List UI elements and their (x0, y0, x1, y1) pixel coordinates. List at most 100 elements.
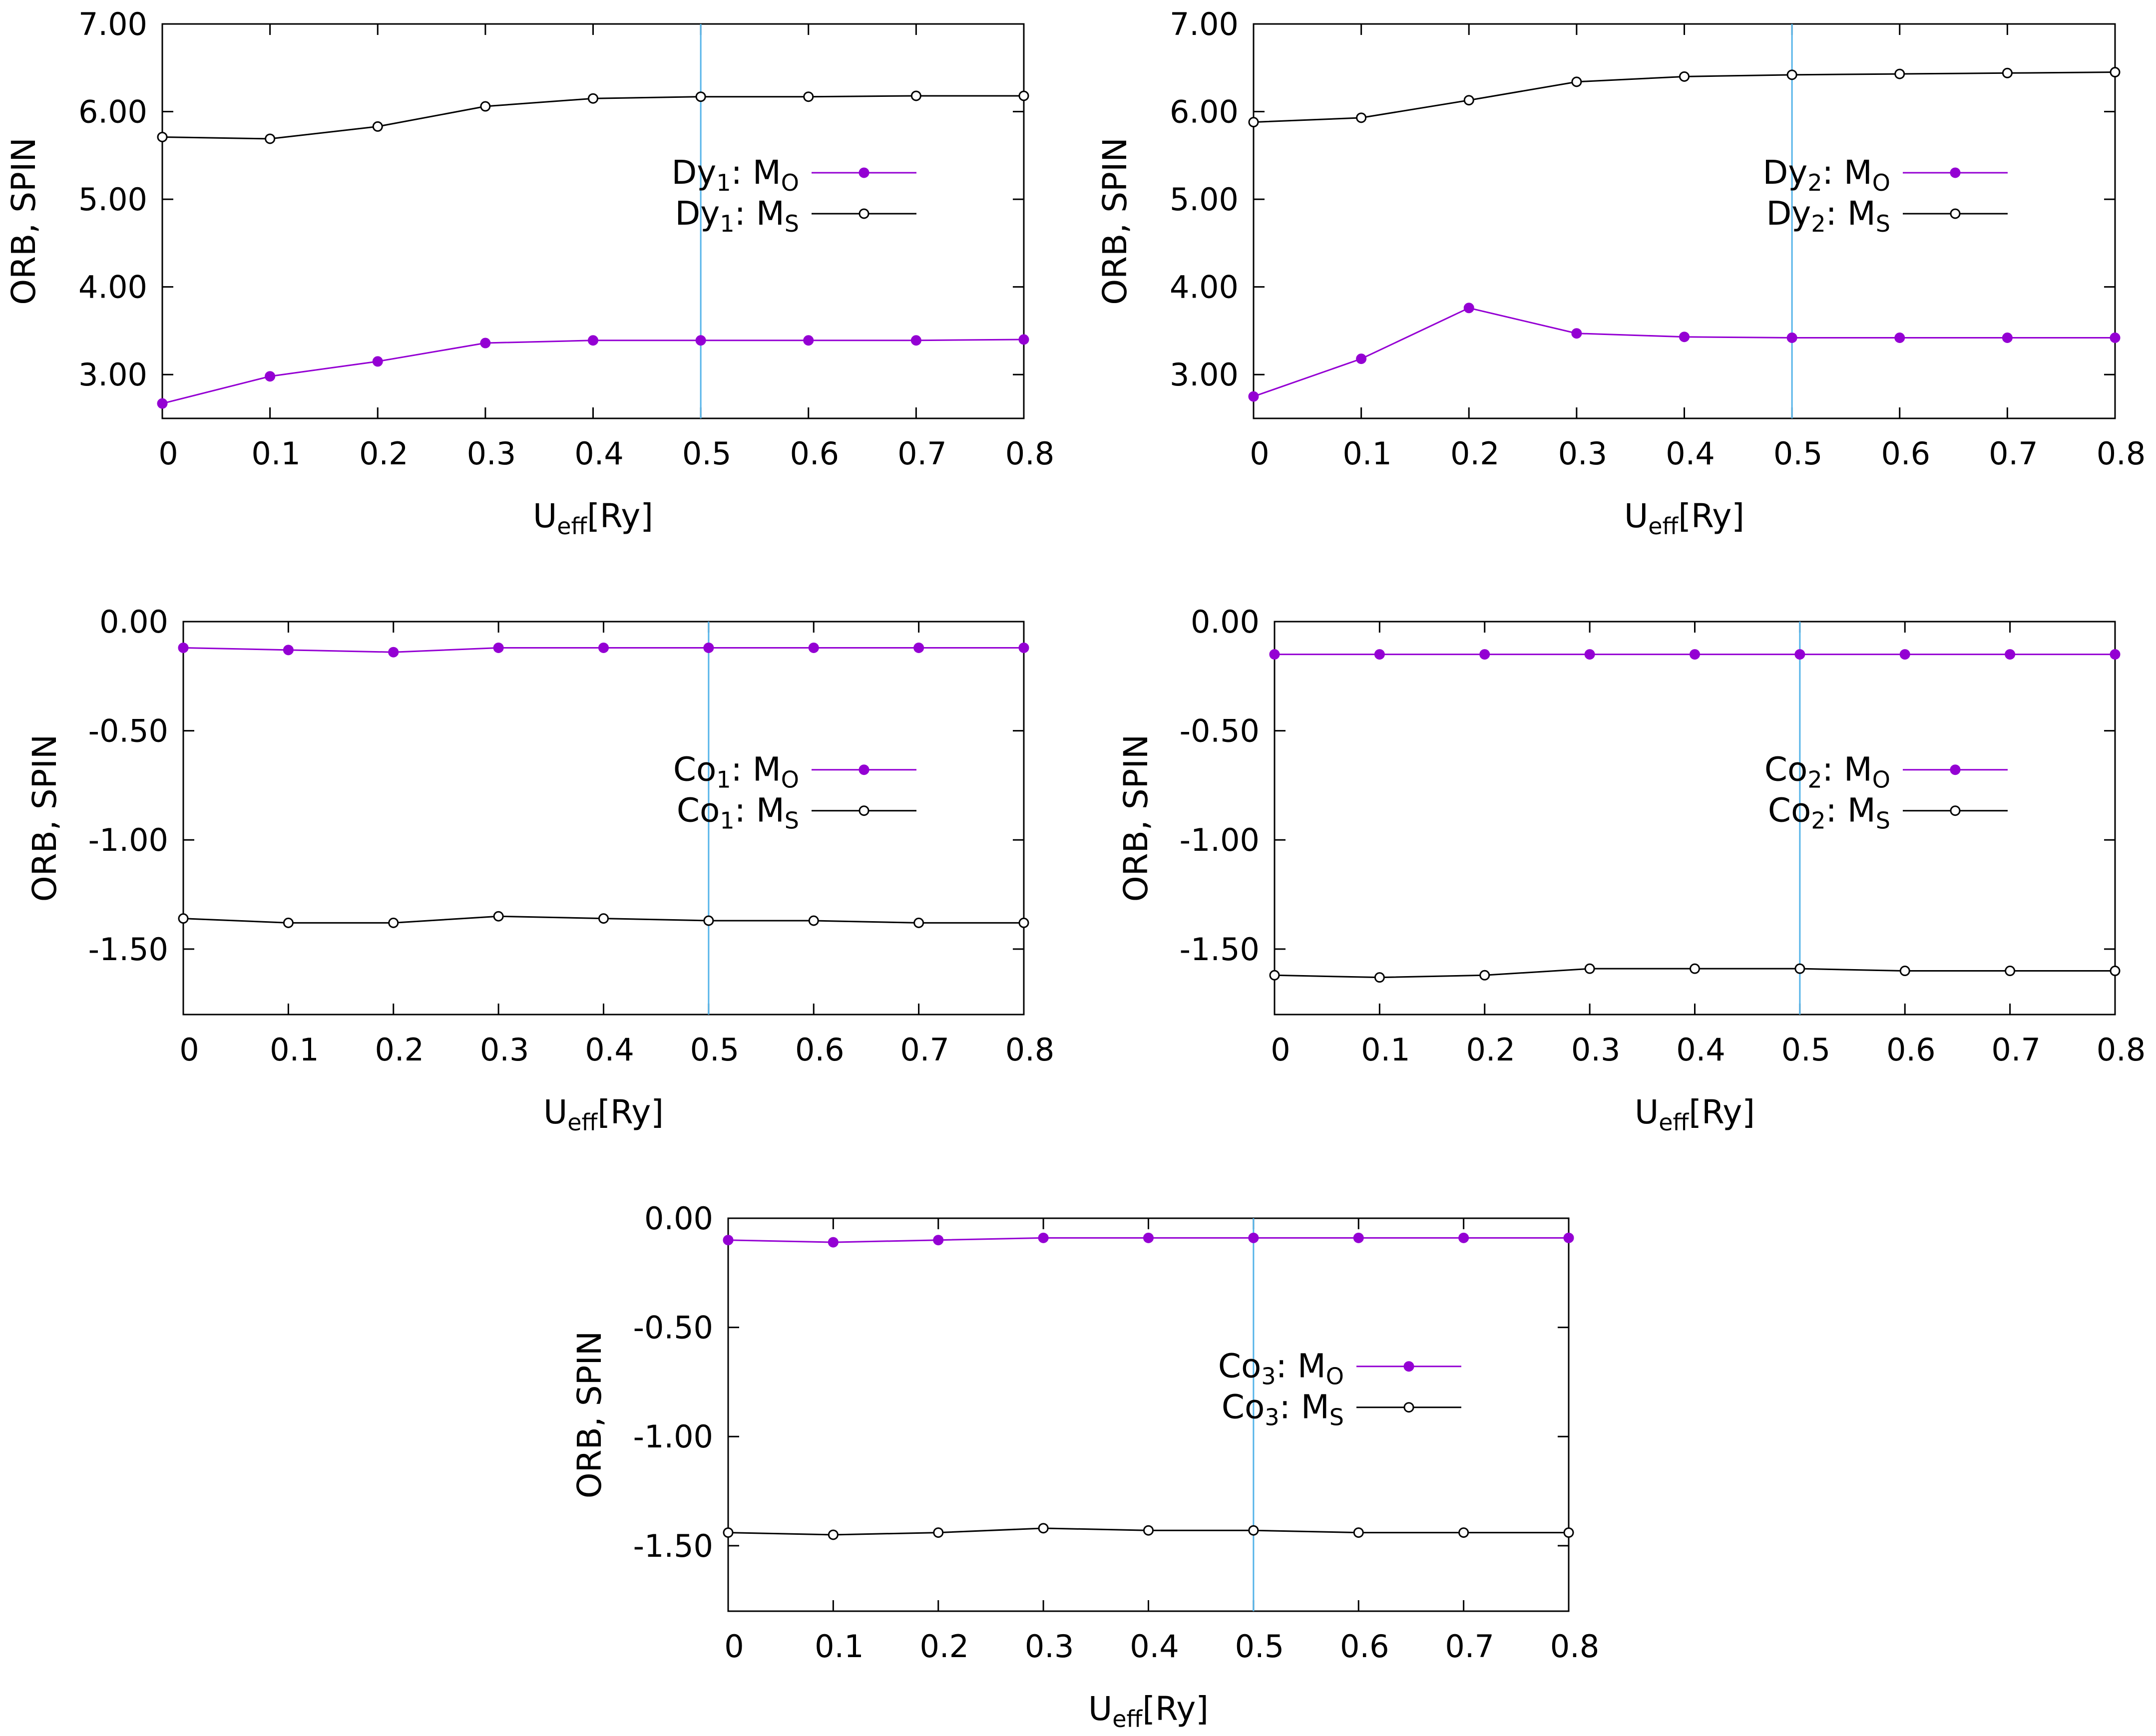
x-axis-label-subscript: eff (1112, 1706, 1143, 1733)
legend-marker (1403, 1402, 1414, 1413)
x-tick-label: 0.7 (900, 1032, 949, 1068)
x-tick-label: 0.6 (790, 435, 839, 472)
x-tick-label: 0.4 (1676, 1032, 1725, 1068)
y-axis-label: ORB, SPIN (4, 137, 43, 305)
x-tick-label: 0 (724, 1628, 744, 1665)
data-point-orbital (178, 642, 189, 653)
x-tick-label: 0.5 (1773, 435, 1823, 472)
legend-label-element: Co (1218, 1347, 1261, 1386)
x-tick-label: 0.6 (1886, 1032, 1936, 1068)
data-point-orbital (1690, 649, 1700, 660)
data-point-orbital (598, 642, 609, 653)
legend-label-site-index: 1 (720, 807, 734, 834)
legend-label-site-index: 3 (1261, 1363, 1276, 1390)
data-point-orbital (1248, 1232, 1259, 1243)
data-point-spin (1563, 1527, 1574, 1538)
data-point-spin (1458, 1527, 1469, 1538)
x-tick-label: 0.6 (1881, 435, 1930, 472)
legend-label-element: Dy (1766, 194, 1811, 233)
x-tick-label: 0.4 (574, 435, 624, 472)
legend-label-site-index: 2 (1807, 169, 1822, 196)
legend-label: Dy2: MS (1766, 194, 1890, 237)
legend-label-element: Co (673, 750, 716, 789)
data-point-spin (388, 917, 399, 928)
x-axis-label-units: [Ry] (587, 497, 653, 535)
data-point-orbital (803, 335, 814, 346)
data-point-spin (695, 91, 706, 102)
data-point-orbital (1038, 1232, 1049, 1243)
x-axis-label-main: U (533, 497, 557, 535)
data-point-spin (1463, 95, 1474, 106)
x-tick-label: 0 (1271, 1032, 1290, 1068)
data-point-spin (1248, 1525, 1259, 1536)
x-tick-label: 0.6 (1340, 1628, 1389, 1665)
data-point-orbital (808, 642, 819, 653)
y-tick-label: -1.50 (1180, 931, 1260, 968)
data-point-orbital (703, 642, 714, 653)
x-tick-label: 0.8 (2097, 1032, 2146, 1068)
chart-panel-co3: -1.50 -1.00 -0.50 0.00 0 0.1 0.2 0.3 0.4 0.5 0.6 0.… (570, 1200, 1599, 1733)
x-tick-label: 0.4 (1666, 435, 1715, 472)
x-tick-label: 0.4 (585, 1032, 634, 1068)
chart-panel-co2: -1.50 -1.00 -0.50 0.00 0 0.1 0.2 0.3 0.4 0.5 0.6 0.… (1117, 604, 2146, 1136)
legend-label-element: Co (1764, 750, 1807, 789)
legend-label-site-index: 2 (1811, 210, 1825, 237)
x-axis-label-units: [Ry] (1678, 497, 1744, 535)
x-tick-label: 0.7 (1991, 1032, 2041, 1068)
data-point-orbital (265, 371, 276, 382)
data-point-orbital (1571, 328, 1582, 339)
data-point-orbital (372, 356, 383, 367)
data-point-orbital (388, 647, 399, 658)
legend-label-moment: : M (735, 791, 785, 830)
x-axis-label-subscript: eff (567, 1109, 598, 1136)
x-axis-label-subscript: eff (557, 513, 587, 540)
legend-label-element: Co (677, 791, 720, 830)
data-point-spin (828, 1529, 839, 1540)
data-point-orbital (1794, 649, 1805, 660)
x-tick-label: 0.3 (1025, 1628, 1074, 1665)
data-point-spin (265, 133, 276, 144)
y-axis-label: ORB, SPIN (1117, 734, 1155, 902)
legend-label-moment: : M (731, 153, 781, 192)
y-axis-label: ORB, SPIN (1096, 137, 1134, 305)
legend-marker (859, 764, 869, 775)
y-tick-label: 6.00 (1170, 94, 1239, 130)
data-point-orbital (157, 398, 168, 409)
x-axis-label: Ueff[Ry] (533, 497, 653, 540)
data-point-spin (1679, 71, 1690, 82)
legend-label: Dy1: MS (675, 194, 799, 237)
data-point-orbital (1786, 332, 1797, 343)
legend-label-moment-type: S (1876, 807, 1890, 834)
y-tick-label: 4.00 (1170, 269, 1239, 306)
legend-label-site-index: 3 (1265, 1404, 1279, 1431)
y-tick-label: -1.50 (633, 1528, 713, 1564)
legend-marker (859, 208, 869, 219)
x-axis-label-main: U (543, 1093, 567, 1131)
legend-label-moment: : M (735, 194, 785, 233)
legend-label-moment-type: O (1872, 169, 1890, 196)
data-point-orbital (1899, 649, 1910, 660)
data-point-orbital (1584, 649, 1595, 660)
data-point-spin (178, 913, 189, 924)
legend-marker (859, 805, 869, 816)
data-point-orbital (1018, 642, 1029, 653)
data-point-orbital (1248, 391, 1259, 402)
data-point-orbital (480, 338, 491, 348)
x-tick-label: 0.2 (375, 1032, 424, 1068)
x-axis-label-subscript: eff (1648, 513, 1679, 540)
data-point-spin (372, 121, 383, 132)
x-tick-label: 0 (1250, 435, 1269, 472)
legend-label-moment: : M (1826, 791, 1876, 830)
x-tick-label: 0.3 (480, 1032, 529, 1068)
data-point-spin (2110, 67, 2121, 78)
data-point-orbital (2110, 332, 2121, 343)
data-point-orbital (913, 642, 924, 653)
y-tick-label: 3.00 (78, 356, 147, 393)
x-tick-label: 0.8 (1005, 1032, 1055, 1068)
x-tick-label: 0.1 (270, 1032, 319, 1068)
data-point-spin (588, 93, 598, 104)
data-point-spin (1690, 963, 1700, 974)
x-tick-label: 0.8 (1005, 435, 1055, 472)
data-point-spin (598, 913, 609, 924)
